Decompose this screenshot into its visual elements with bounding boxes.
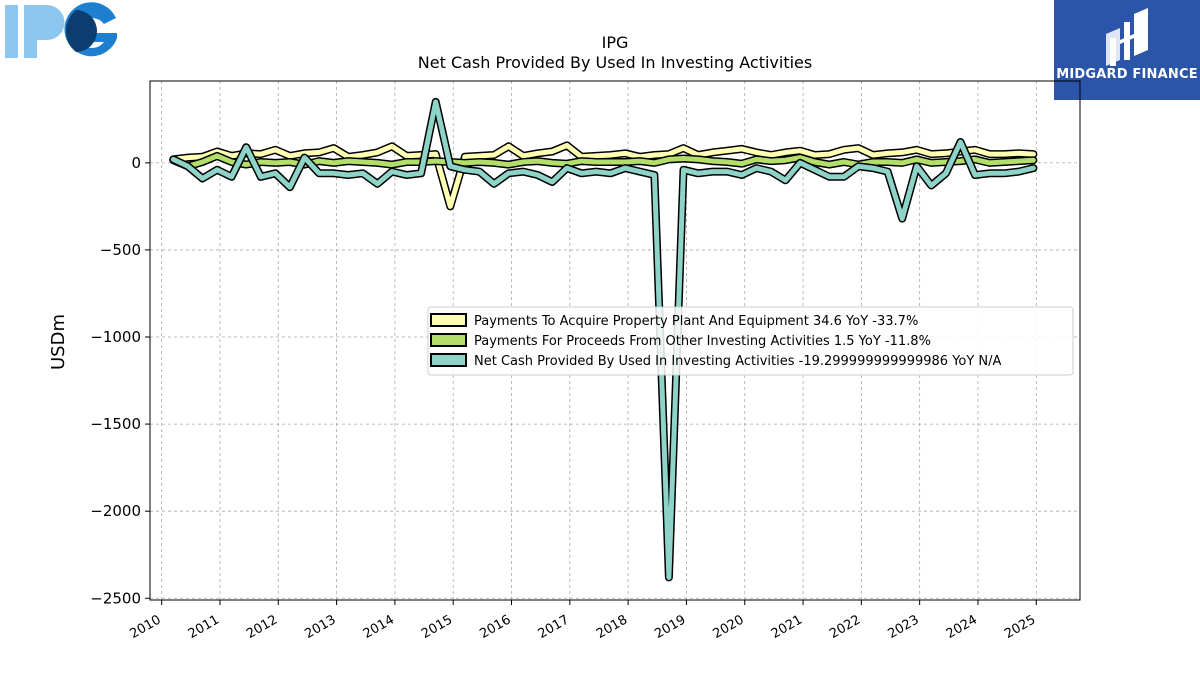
x-tick-label: 2018 bbox=[594, 612, 630, 642]
series-ppe-line bbox=[170, 142, 1036, 209]
y-axis: 0 −500 −1000 −1500 −2000 −2500 bbox=[90, 154, 150, 607]
ipg-logo-letter-p bbox=[24, 5, 65, 58]
midgard-emblem-icon bbox=[1106, 8, 1148, 66]
x-tick-label: 2014 bbox=[361, 612, 397, 642]
legend-swatch bbox=[430, 313, 467, 327]
x-tick-label: 2011 bbox=[186, 612, 222, 642]
x-tick-label: 2017 bbox=[536, 612, 572, 642]
legend-label: Net Cash Provided By Used In Investing A… bbox=[474, 354, 1002, 369]
legend-label: Payments To Acquire Property Plant And E… bbox=[474, 314, 918, 329]
legend-swatch bbox=[430, 333, 467, 347]
x-tick-label: 2022 bbox=[827, 612, 863, 642]
y-tick-label: 0 bbox=[131, 154, 141, 172]
brand-name: MIDGARD FINANCE bbox=[1056, 67, 1198, 82]
ipg-logo bbox=[5, 2, 117, 58]
series-net-investing-line bbox=[170, 99, 1036, 580]
midgard-finance-logo: MIDGARD FINANCE bbox=[1054, 0, 1200, 100]
legend: Payments To Acquire Property Plant And E… bbox=[427, 306, 1074, 376]
x-tick-label: 2016 bbox=[477, 612, 513, 642]
x-tick-label: 2010 bbox=[128, 612, 164, 642]
x-tick-label: 2020 bbox=[711, 612, 747, 642]
x-tick-label: 2012 bbox=[244, 612, 280, 642]
series-other-investing-line bbox=[170, 153, 1036, 169]
x-tick-label: 2023 bbox=[885, 612, 921, 642]
y-tick-label: −1000 bbox=[90, 328, 141, 346]
series-lines bbox=[169, 97, 1038, 582]
legend-label: Payments For Proceeds From Other Investi… bbox=[474, 334, 931, 349]
y-tick-label: −2000 bbox=[90, 502, 141, 520]
ipg-logo-letter-i bbox=[5, 5, 18, 58]
x-tick-label: 2013 bbox=[302, 612, 338, 642]
y-tick-label: −1500 bbox=[90, 415, 141, 433]
x-tick-label: 2021 bbox=[769, 612, 805, 642]
x-tick-label: 2015 bbox=[419, 612, 455, 642]
legend-box bbox=[427, 306, 1074, 376]
x-tick-label: 2025 bbox=[1002, 612, 1038, 642]
plot-frame bbox=[149, 80, 1081, 601]
x-tick-label: 2019 bbox=[652, 612, 688, 642]
chart-subtitle: Net Cash Provided By Used In Investing A… bbox=[418, 53, 812, 72]
chart-title: IPG bbox=[602, 33, 629, 52]
legend-swatch bbox=[430, 353, 467, 367]
x-tick-label: 2024 bbox=[944, 612, 980, 642]
y-tick-label: −500 bbox=[100, 241, 141, 259]
y-axis-label: USDm bbox=[48, 314, 69, 370]
x-axis: 2010 2011 2012 2013 2014 2015 2016 2017 2018 2019… bbox=[128, 600, 1038, 642]
y-tick-label: −2500 bbox=[90, 589, 141, 607]
ipg-logo-overlap bbox=[65, 10, 97, 52]
